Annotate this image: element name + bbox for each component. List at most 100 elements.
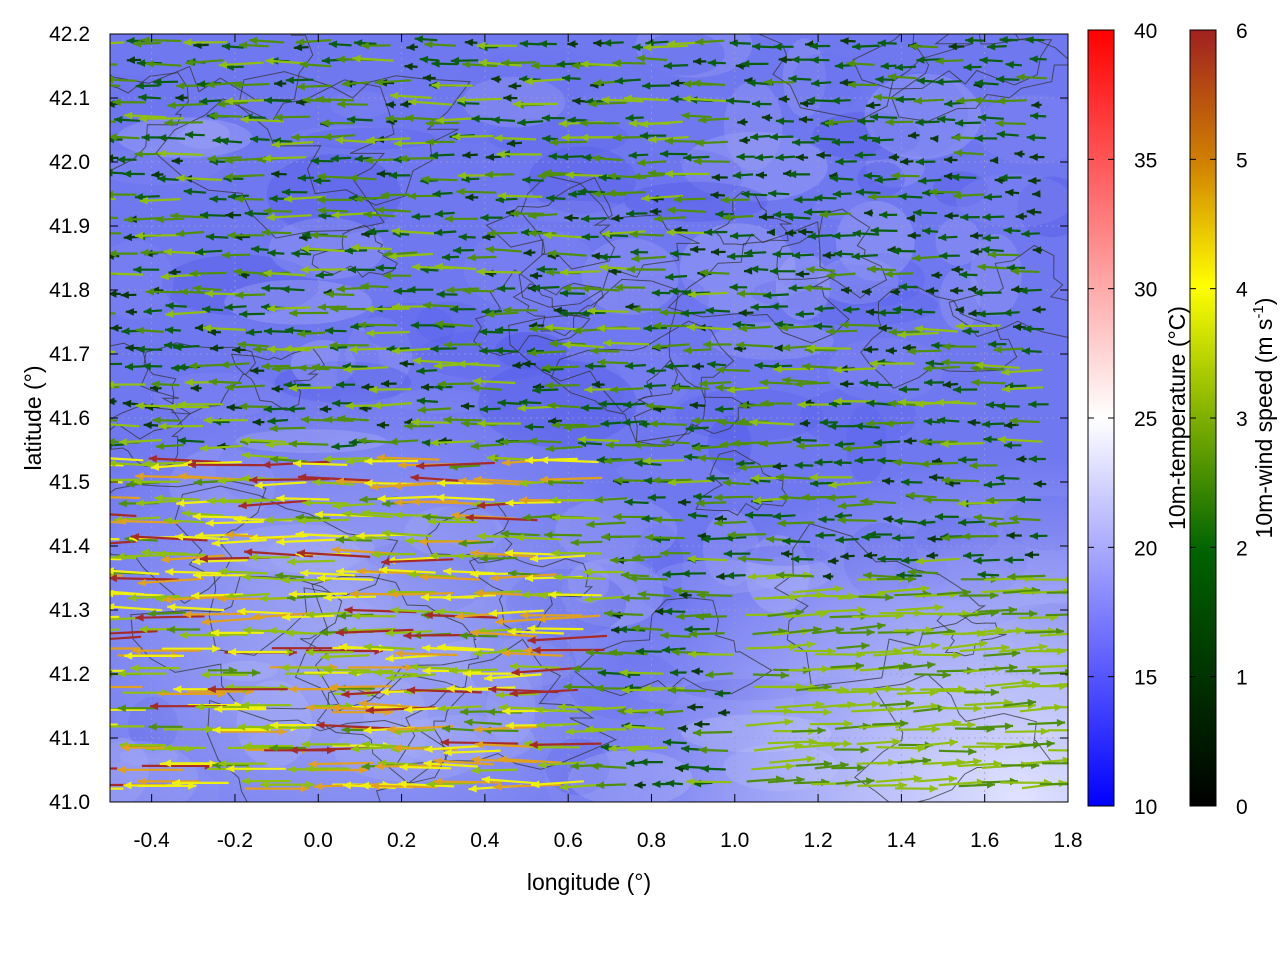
wind-arrow-head: [774, 320, 783, 329]
wind-arrow-head: [653, 515, 662, 524]
wind-arrow-shaft: [815, 608, 866, 614]
wind-arrow-head: [817, 726, 826, 735]
wind-arrow-head: [300, 415, 310, 424]
wind-arrow-head: [860, 745, 869, 754]
wind-arrow-head: [819, 210, 828, 219]
wind-arrow-head: [189, 362, 198, 370]
wind-arrow-head: [916, 77, 925, 85]
wind-arrow-head: [1014, 150, 1023, 158]
wind-arrow-head: [841, 286, 850, 295]
wind-arrow-head: [732, 320, 742, 329]
wind-arrow-head: [314, 510, 323, 519]
wind-arrow-head: [456, 96, 465, 104]
wind-arrow-head: [408, 98, 417, 106]
wind-arrow-head: [521, 228, 530, 237]
wind-arrow-head: [967, 418, 976, 427]
wind-arrow-head: [926, 551, 935, 560]
wind-arrow-head: [865, 308, 875, 317]
wind-arrow-head: [518, 479, 528, 488]
wind-arrow-head: [422, 644, 431, 652]
wind-arrow-head: [670, 250, 679, 258]
wind-arrow-head: [358, 437, 367, 445]
wind-arrow-head: [828, 480, 837, 489]
wind-arrow-shaft: [335, 628, 414, 634]
wind-arrow-head: [436, 290, 445, 299]
wind-arrow-head: [1013, 323, 1022, 331]
wind-arrow-head: [394, 511, 403, 519]
wind-arrow-shaft: [192, 559, 248, 563]
wind-arrow-head: [317, 574, 326, 583]
y-tick-label: 41.6: [49, 407, 90, 430]
wind-arrow-head: [56, 570, 64, 578]
wind-arrow-head: [941, 358, 950, 367]
wind-arrow-head: [806, 755, 815, 763]
wind-arrow-shaft: [251, 612, 312, 619]
wind-arrow-shaft: [399, 765, 452, 770]
wind-arrow-head: [267, 417, 276, 425]
wind-arrow-head: [241, 701, 250, 710]
wind-arrow-head: [462, 286, 471, 295]
wind-arrow-head: [135, 472, 144, 481]
x-tick-label: 1.4: [887, 829, 917, 852]
wind-arrow-head: [822, 251, 831, 260]
wind-arrow-head: [895, 95, 904, 104]
wind-arrow-head: [449, 305, 458, 314]
wind-arrow-head: [437, 643, 446, 652]
wind-arrow-head: [705, 670, 714, 679]
wind-arrow-head: [888, 72, 897, 81]
wind-arrow-head: [906, 214, 915, 223]
wind-arrow-head: [282, 613, 291, 622]
wind-arrow-head: [405, 114, 414, 122]
wind-arrow-head: [944, 99, 953, 108]
wind-arrow-head: [524, 423, 533, 431]
wind-arrow-head: [732, 171, 742, 180]
wind-arrow-head: [251, 613, 260, 621]
wind-arrow-head: [529, 271, 539, 280]
wind-arrow-head: [977, 263, 986, 271]
wind-arrow-head: [686, 777, 695, 786]
wind-arrow-head: [987, 42, 996, 51]
wind-arrow-head: [510, 209, 519, 218]
wind-arrow-head: [597, 358, 606, 367]
wind-arrow-head: [999, 173, 1008, 182]
wind-arrow-head: [527, 284, 536, 293]
wind-arrow-head: [424, 745, 433, 753]
wind-arrow-head: [1065, 668, 1068, 677]
wind-arrow-head: [664, 137, 673, 145]
wind-arrow-head: [515, 533, 524, 542]
wind-arrow-head: [834, 61, 844, 70]
wind-arrow-head: [920, 460, 929, 468]
wind-arrow-head: [238, 41, 248, 49]
wind-arrow-head: [120, 291, 129, 299]
wind-arrow-head: [432, 189, 441, 198]
wind-arrow-head: [212, 726, 221, 734]
wind-arrow-head: [874, 175, 883, 184]
wind-arrow-head: [226, 764, 235, 773]
wind-arrow-head: [160, 272, 169, 281]
wind-arrow-head: [759, 378, 768, 387]
wind-arrow-shaft: [423, 762, 479, 768]
wind-arrow-shaft: [376, 456, 440, 461]
wind-arrow-head: [132, 646, 141, 655]
wind-arrow-head: [123, 233, 132, 242]
wind-arrow-head: [528, 437, 537, 446]
wind-arrow-head: [915, 157, 924, 166]
wind-arrow-head: [669, 668, 679, 677]
wind-arrow-head: [532, 646, 541, 655]
wind-arrow-head: [649, 207, 658, 216]
wind-arrow-head: [693, 157, 702, 166]
wind-arrow-head: [831, 96, 840, 105]
wind-arrow-head: [715, 210, 724, 219]
wind-arrow-head: [806, 96, 816, 105]
wind-arrow-head: [207, 328, 216, 337]
wind-arrow-head: [538, 40, 547, 48]
wind-arrow-head: [122, 399, 132, 408]
wind-arrow-head: [684, 453, 693, 461]
wind-arrow-head: [652, 780, 661, 788]
wind-arrow-head: [764, 78, 773, 86]
wind-arrow-head: [691, 416, 700, 425]
wind-arrow-head: [406, 43, 415, 51]
wind-arrow-head: [715, 383, 724, 392]
wind-arrow-head: [456, 187, 465, 196]
